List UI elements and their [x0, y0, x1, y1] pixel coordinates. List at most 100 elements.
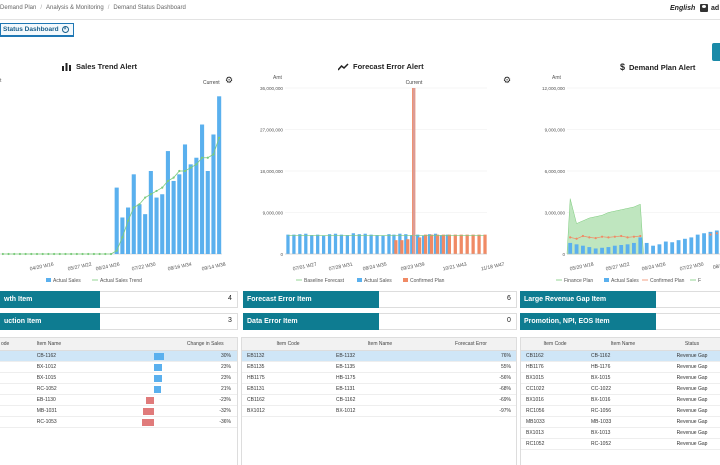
column-header[interactable]: Item Name: [367, 341, 393, 347]
actual-sales-bar: [427, 234, 432, 254]
actual-sales-bar: [304, 233, 308, 254]
item-name-cell: BX-1015: [36, 375, 57, 381]
chart-title-text: Forecast Error Alert: [353, 62, 424, 71]
table-row[interactable]: EB1135 EB-1135 55%: [242, 362, 516, 373]
status-cell: Revenue Gap: [676, 430, 708, 436]
trend-point: [13, 252, 16, 256]
panel-toggle-button[interactable]: [712, 43, 720, 61]
trend-point: [155, 189, 158, 193]
legend-label: Baseline Forecast: [304, 278, 345, 284]
data-error-item-button[interactable]: Data Error Item: [243, 313, 379, 330]
item-code-cell: RC1056: [526, 408, 545, 414]
actual-sales-bar: [708, 231, 713, 254]
table-row[interactable]: BX-1012 23%: [0, 362, 237, 373]
sales-bar: [137, 204, 142, 254]
column-header[interactable]: Item Code: [276, 341, 300, 347]
trend-point: [121, 236, 124, 239]
trend-point: [52, 252, 56, 256]
breadcrumb-item[interactable]: Demand Status Dashboard: [113, 5, 186, 11]
column-header[interactable]: Change in Sales: [186, 341, 224, 347]
breadcrumb: Demand Plan / Analysis & Monitoring / Demand…: [0, 5, 186, 11]
table-row[interactable]: CB1162 CB-1162 -69%: [242, 395, 516, 406]
actual-sales-bar: [593, 248, 598, 254]
promotion-item-button[interactable]: Promotion, NPI, EOS Item: [520, 313, 656, 330]
change-bar: [154, 385, 161, 393]
table-row[interactable]: HB1175 HB-1175 -56%: [242, 373, 516, 384]
item-name-cell: BX-1012: [36, 364, 57, 370]
table-row[interactable]: CC1022 CC-1022 Revenue Gap: [521, 384, 720, 395]
column-header[interactable]: Forecast Error: [455, 341, 487, 347]
trend-point: [109, 252, 113, 256]
confirmed-plan-bar: [447, 234, 451, 254]
forecast-error-item-button[interactable]: Forecast Error Item: [243, 291, 379, 308]
x-tick-label: 06/24 W26: [95, 262, 120, 273]
confirmed-plan-point: [626, 236, 629, 239]
legend-label: Confirmed Plan: [410, 278, 445, 284]
x-tick-label: 07/01 W27: [292, 262, 317, 273]
sales-bar: [126, 207, 131, 254]
table-row[interactable]: RC1052 RC-1052 Revenue Gap: [521, 439, 720, 450]
gear-icon[interactable]: ⚙: [225, 75, 234, 85]
column-header[interactable]: Status: [684, 341, 700, 347]
confirmed-plan-point: [575, 237, 578, 240]
reduction-item-button[interactable]: uction Item: [0, 313, 100, 330]
table-row[interactable]: BX1016 BX-1016 Revenue Gap: [521, 395, 720, 406]
item-code-cell: CC1022: [526, 386, 545, 392]
table-row[interactable]: CB-1162 30%: [0, 351, 237, 362]
confirmed-plan-bar: [418, 237, 422, 254]
y-axis-label: Amt: [273, 75, 283, 81]
change-pct-cell: 23%: [220, 364, 231, 370]
item-name-cell: MB-1033: [591, 419, 612, 425]
growth-item-button[interactable]: wth Item: [0, 291, 100, 308]
item-name-cell: RC-1056: [591, 408, 612, 414]
trend-point: [206, 156, 209, 159]
breadcrumb-item[interactable]: Analysis & Monitoring: [46, 5, 104, 11]
item-name-cell: MB-1031: [36, 408, 57, 414]
column-header[interactable]: Item Name: [36, 341, 62, 347]
table-row[interactable]: RC-1053 -36%: [0, 417, 237, 428]
column-header[interactable]: Item Code: [543, 341, 567, 347]
revenue-gap-item-button[interactable]: Large Revenue Gap Item: [520, 291, 656, 308]
tab-status-dashboard[interactable]: Status Dashboard ×: [0, 23, 74, 37]
gear-icon[interactable]: ⚙: [503, 75, 512, 85]
growth-count: 4: [228, 295, 232, 302]
status-cell: Revenue Gap: [676, 375, 708, 381]
breadcrumb-item[interactable]: Demand Plan: [0, 5, 37, 11]
grid-header: Item Code Item Name Status: [521, 338, 720, 351]
legend-swatch: [46, 278, 51, 282]
actual-sales-bar: [612, 245, 617, 254]
column-header[interactable]: ode: [1, 341, 10, 347]
table-row[interactable]: BX1012 BX-1012 -97%: [242, 406, 516, 417]
user-name: ad: [711, 4, 720, 12]
item-name-cell: BX-1016: [591, 397, 611, 403]
count-box: [379, 313, 517, 330]
actual-sales-bar: [298, 234, 302, 254]
language-selector[interactable]: English: [670, 5, 696, 12]
table-row[interactable]: HB1176 HB-1176 Revenue Gap: [521, 362, 720, 373]
table-row[interactable]: BX1013 BX-1013 Revenue Gap: [521, 428, 720, 439]
table-row[interactable]: RC1056 RC-1056 Revenue Gap: [521, 406, 720, 417]
sales-bar: [120, 217, 125, 254]
column-header[interactable]: Item Name: [610, 341, 636, 347]
sales-bar: [154, 197, 159, 254]
table-row[interactable]: BX1015 BX-1015 Revenue Gap: [521, 373, 720, 384]
table-row[interactable]: CB1162 CB-1162 Revenue Gap: [521, 351, 720, 362]
trend-point: [104, 252, 107, 256]
trend-point: [18, 252, 22, 256]
trend-point: [132, 206, 135, 209]
sales-bar: [205, 171, 210, 254]
change-bar: [154, 363, 162, 371]
table-row[interactable]: MB1033 MB-1033 Revenue Gap: [521, 417, 720, 428]
user-menu[interactable]: ad: [700, 4, 719, 12]
table-row[interactable]: EB1132 EB-1132 76%: [242, 351, 516, 362]
sales-bar: [143, 214, 148, 254]
table-row[interactable]: EB1131 EB-1131 -68%: [242, 384, 516, 395]
table-row[interactable]: RC-1052 21%: [0, 384, 237, 395]
table-row[interactable]: MB-1031 -32%: [0, 406, 237, 417]
table-row[interactable]: EB-1130 -23%: [0, 395, 237, 406]
confirmed-plan-bar: [477, 234, 481, 254]
close-icon[interactable]: ×: [61, 26, 69, 33]
sales-trend-title: Sales Trend Alert: [62, 62, 137, 71]
forecast-error-cell: -69%: [499, 397, 511, 403]
table-row[interactable]: BX-1015 23%: [0, 373, 237, 384]
